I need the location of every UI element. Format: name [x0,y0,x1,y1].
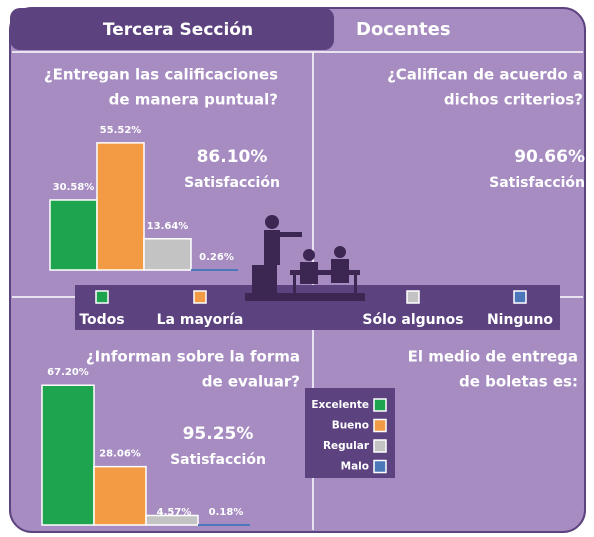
question: de evaluar? [202,373,300,391]
legend-bar [75,285,560,330]
header-tab [10,8,334,50]
value-label: 13.64% [147,221,189,232]
legend-label: La mayoría [157,312,244,328]
bar [96,142,145,271]
question: de manera puntual? [109,91,278,109]
legend-swatch [373,398,387,412]
section-title: Tercera Sección [103,20,253,40]
value-label: 0.26% [199,252,234,263]
legend-label: Bueno [332,420,369,432]
value-label: 30.58% [53,182,95,193]
legend-swatch [373,418,387,433]
satisfaction: Satisfacción [489,175,585,191]
bar [143,238,192,271]
bar [145,514,199,526]
value-label: 28.06% [99,449,141,460]
satisfaction: Satisfacción [184,175,280,191]
value-label: 0.18% [209,507,244,518]
question: ¿Informan sobre la forma [86,348,300,366]
bar [93,465,147,526]
question: El medio de entrega [408,348,578,366]
question: dichos criterios? [444,91,583,109]
legend-label: Ninguno [487,312,553,328]
value-label: 55.52% [100,125,142,136]
bar [41,384,95,526]
legend-swatch [373,439,387,453]
legend-swatch [193,290,207,304]
satisfaction: 86.10% [197,147,268,167]
legend-swatch [406,290,420,304]
question: de boletas es: [459,373,578,391]
satisfaction: 90.66% [514,147,585,167]
legend-label: Excelente [311,399,369,411]
bar [49,199,98,271]
question: ¿Entregan las calificaciones [44,66,278,84]
legend-swatch [95,290,109,304]
satisfaction: Satisfacción [170,452,266,468]
legend-swatch [513,290,527,304]
legend-label: Todos [79,312,124,328]
legend-label: Regular [323,440,370,452]
legend-label: Malo [341,461,369,473]
value-label: 4.57% [157,507,192,518]
value-label: 67.20% [47,367,89,378]
question: ¿Califican de acuerdo a [387,66,583,84]
group-title: Docentes [356,19,451,40]
satisfaction: 95.25% [183,424,254,444]
teacher-silhouette [245,215,365,301]
legend-swatch [373,459,387,474]
legend-label: Sólo algunos [362,312,463,328]
